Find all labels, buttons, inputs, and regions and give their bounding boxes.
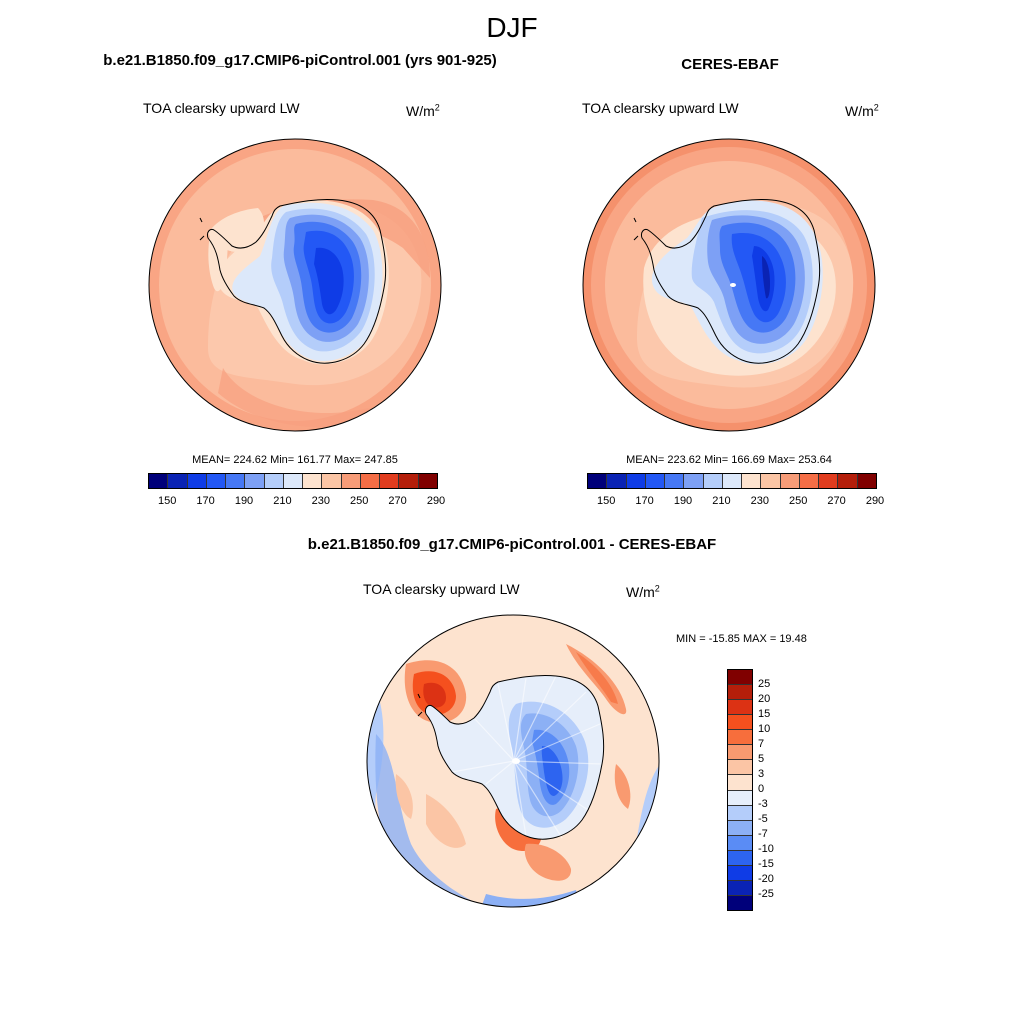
panel-2-variable-label: TOA clearsky upward LW	[582, 100, 739, 116]
panel-1-variable-label: TOA clearsky upward LW	[143, 100, 300, 116]
colorbar-swatch	[226, 474, 246, 488]
colorbar-tick-label: -3	[758, 798, 768, 810]
colorbar-swatch	[761, 474, 781, 488]
colorbar-swatch	[206, 474, 227, 488]
colorbar-tick-label: -7	[758, 828, 768, 840]
colorbar-swatch	[399, 474, 419, 488]
colorbar-tick-label: 250	[350, 495, 369, 507]
colorbar-tick-label: 7	[758, 738, 765, 750]
colorbar-swatch	[728, 730, 752, 746]
colorbar-swatch	[283, 474, 304, 488]
panel-1-stats: MEAN= 224.62 Min= 161.77 Max= 247.85	[192, 454, 398, 466]
panel-3-colorbar-ticks: 25 20 15 10 7 5 3 0 -3 -5 -7 -10 -15 -20 -25	[758, 669, 798, 909]
colorbar-tick-label: 230	[311, 495, 330, 507]
panel-3-stats: MIN = -15.85 MAX = 19.48	[676, 633, 807, 645]
colorbar-tick-label: 150	[158, 495, 177, 507]
colorbar-tick-label: -5	[758, 813, 768, 825]
panel-2-colorbar-ticks: 150 170 190 210 230 250 270 290	[587, 495, 884, 509]
colorbar-swatch	[728, 670, 752, 686]
colorbar-swatch	[168, 474, 188, 488]
colorbar-swatch	[341, 474, 361, 488]
colorbar-tick-label: 230	[750, 495, 769, 507]
colorbar-swatch	[728, 685, 752, 701]
colorbar-swatch	[264, 474, 284, 488]
colorbar-swatch	[322, 474, 342, 488]
colorbar-tick-label: 190	[673, 495, 693, 507]
colorbar-swatch	[728, 880, 752, 896]
panel-3-polar-map	[366, 614, 660, 908]
panel-2-polar-map	[582, 138, 876, 432]
colorbar-swatch	[187, 474, 207, 488]
colorbar-tick-label: 5	[758, 753, 765, 765]
panel-1-colorbar	[148, 473, 438, 489]
colorbar-tick-label: 170	[635, 495, 654, 507]
colorbar-swatch	[742, 474, 762, 488]
colorbar-tick-label: -20	[758, 873, 774, 885]
colorbar-swatch	[728, 805, 752, 821]
colorbar-tick-label: 210	[273, 495, 292, 507]
panel-2-stats: MEAN= 223.62 Min= 166.69 Max= 253.64	[626, 454, 832, 466]
colorbar-swatch	[645, 474, 666, 488]
colorbar-swatch	[728, 775, 752, 791]
colorbar-tick-label: 270	[388, 495, 407, 507]
colorbar-tick-label: 0	[758, 783, 765, 795]
colorbar-tick-label: 25	[758, 678, 771, 690]
colorbar-tick-label: -10	[758, 843, 774, 855]
colorbar-tick-label: 20	[758, 693, 771, 705]
panel-2-colorbar	[587, 473, 877, 489]
panel-1-units: W/m2	[406, 102, 440, 119]
colorbar-tick-label: 270	[827, 495, 846, 507]
panel-3-title: b.e21.B1850.f09_g17.CMIP6-piControl.001 …	[307, 536, 717, 553]
colorbar-swatch	[799, 474, 820, 488]
colorbar-swatch	[780, 474, 800, 488]
panel-3-variable-label: TOA clearsky upward LW	[363, 581, 520, 597]
colorbar-tick-label: 3	[758, 768, 765, 780]
colorbar-swatch	[728, 865, 752, 881]
colorbar-swatch	[728, 700, 752, 716]
colorbar-tick-label: 10	[758, 723, 771, 735]
colorbar-swatch	[728, 760, 752, 776]
colorbar-swatch	[607, 474, 627, 488]
colorbar-swatch	[728, 745, 752, 761]
colorbar-swatch	[722, 474, 743, 488]
colorbar-tick-label: 290	[865, 495, 885, 507]
panel-3-units: W/m2	[626, 583, 660, 600]
colorbar-swatch	[665, 474, 685, 488]
colorbar-swatch	[626, 474, 646, 488]
colorbar-swatch	[728, 790, 752, 806]
colorbar-swatch	[245, 474, 265, 488]
panel-1-polar-map	[148, 138, 442, 432]
colorbar-swatch	[418, 474, 437, 488]
colorbar-tick-label: 15	[758, 708, 771, 720]
panel-2-title: CERES-EBAF	[681, 56, 779, 73]
colorbar-tick-label: 190	[234, 495, 254, 507]
colorbar-tick-label: -15	[758, 858, 774, 870]
colorbar-swatch	[303, 474, 323, 488]
panel-1-title: b.e21.B1850.f09_g17.CMIP6-piControl.001 …	[103, 52, 497, 69]
colorbar-tick-label: 150	[597, 495, 616, 507]
main-title: DJF	[486, 12, 538, 43]
colorbar-tick-label: -25	[758, 888, 774, 900]
panel-1-colorbar-ticks: 150 170 190 210 230 250 270 290	[148, 495, 445, 509]
colorbar-swatch	[728, 715, 752, 731]
colorbar-swatch	[857, 474, 876, 488]
colorbar-swatch	[819, 474, 839, 488]
colorbar-tick-label: 210	[712, 495, 731, 507]
colorbar-swatch	[703, 474, 723, 488]
colorbar-swatch	[149, 474, 169, 488]
colorbar-swatch	[728, 820, 752, 836]
panel-2-units: W/m2	[845, 102, 879, 119]
colorbar-swatch	[380, 474, 400, 488]
colorbar-swatch	[728, 850, 752, 866]
panel-3-colorbar	[727, 669, 753, 911]
colorbar-swatch	[588, 474, 608, 488]
colorbar-swatch	[728, 895, 752, 910]
colorbar-swatch	[360, 474, 381, 488]
colorbar-swatch	[728, 835, 752, 851]
colorbar-tick-label: 170	[196, 495, 215, 507]
colorbar-swatch	[684, 474, 704, 488]
colorbar-tick-label: 250	[789, 495, 808, 507]
colorbar-tick-label: 290	[426, 495, 446, 507]
colorbar-swatch	[838, 474, 858, 488]
